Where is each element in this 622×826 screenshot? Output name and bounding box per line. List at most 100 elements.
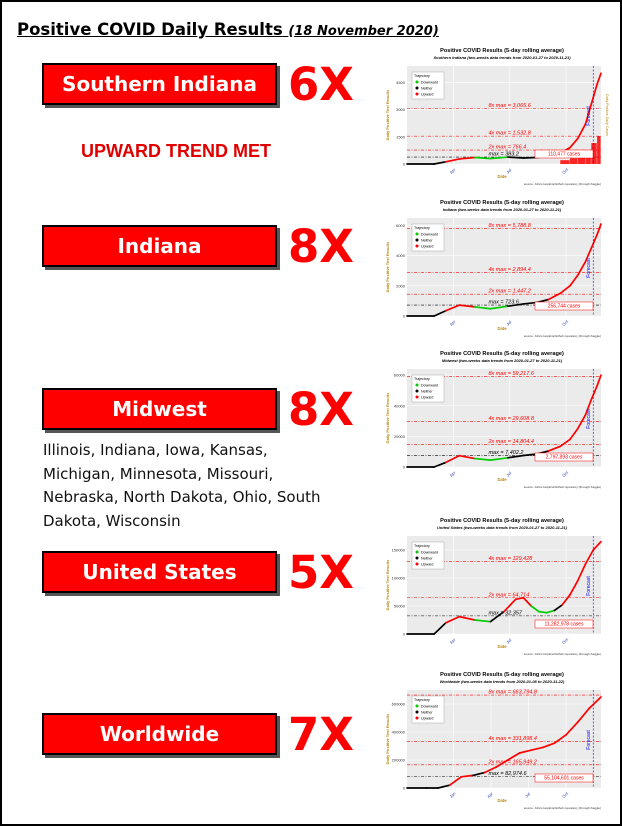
y-axis-label: Daily Positive Test Results <box>385 392 390 443</box>
legend-entry: Downward <box>421 551 438 555</box>
chart-svg: Positive COVID Results (5-day rolling av… <box>375 349 609 491</box>
multiplier-midwest: 8X <box>288 387 354 432</box>
y-tick-label: 0 <box>403 162 406 167</box>
source-note: source: Johns Hopkins/Github repository … <box>524 334 601 338</box>
chart-title: Positive COVID Results (5-day rolling av… <box>440 200 564 206</box>
reference-line-label: max = 32,357 <box>488 610 522 616</box>
chart-midwest: Positive COVID Results (5-day rolling av… <box>375 349 609 491</box>
y-tick-label: 40000 <box>394 403 406 408</box>
legend-marker <box>416 563 419 566</box>
y-axis-label: Daily Positive Test Results <box>385 241 390 292</box>
forecast-label: Forecast <box>586 730 592 750</box>
reference-line-label: 8x max = 59,217.6 <box>488 371 534 377</box>
reference-line-label: 4x max = 331,898.4 <box>488 736 536 742</box>
legend-marker <box>416 705 419 708</box>
y-tick-label: 60000 <box>394 373 406 378</box>
legend-entry: Downward <box>421 81 438 85</box>
legend-title: Trajectory <box>414 698 430 702</box>
chart-indiana: Positive COVID Results (5-day rolling av… <box>375 198 609 340</box>
reference-line-label: max = 7,402.2 <box>488 450 523 456</box>
legend-marker <box>416 233 419 236</box>
chart-worldwide: Positive COVID Results (5-day rolling av… <box>375 670 609 812</box>
legend-entry: Upward <box>421 396 433 400</box>
reference-line-label: 8x max = 5,788.8 <box>488 223 531 229</box>
x-axis-label: Date <box>497 477 507 482</box>
legend-marker <box>416 245 419 248</box>
y-axis-label: Daily Positive Test Results <box>385 713 390 764</box>
legend-entry: Neither <box>421 711 433 715</box>
legend-marker <box>416 390 419 393</box>
legend-marker <box>416 81 419 84</box>
legend-entry: Upward <box>421 563 433 567</box>
legend-title: Trajectory <box>414 226 430 230</box>
y-tick-label: 1500 <box>396 134 406 139</box>
legend-title: Trajectory <box>414 377 430 381</box>
x-axis-label: Date <box>497 326 507 331</box>
x-axis-label: Date <box>497 798 507 803</box>
legend-entry: Upward <box>421 717 433 721</box>
y-tick-label: 0 <box>403 465 406 470</box>
source-note: source: Johns Hopkins/Github repository … <box>524 485 601 489</box>
total-cases-label: 2,797,893 cases <box>546 455 583 461</box>
x-tick-label: Apr <box>449 470 457 478</box>
region-box-indiana: Indiana <box>42 225 277 267</box>
source-note: source: Johns Hopkins/Github repository … <box>524 652 601 656</box>
reference-line-label: 4x max = 29,608.8 <box>488 416 534 422</box>
chart-subtitle: Southern Indiana (two-weeks data trends … <box>433 55 571 60</box>
legend-marker <box>416 93 419 96</box>
legend-entry: Downward <box>421 705 438 709</box>
case-bar <box>570 158 577 164</box>
x-axis-label: Date <box>497 644 507 649</box>
title-text: Positive COVID Daily Results <box>17 20 283 39</box>
legend-marker <box>416 717 419 720</box>
y-tick-label: 20000 <box>394 434 406 439</box>
y-tick-label: 4500 <box>396 80 406 85</box>
y-tick-label: 0 <box>403 632 406 637</box>
chart-subtitle: Midwest (two-weeks data trends from 2020… <box>442 358 563 363</box>
title-date: (18 November 2020) <box>288 24 438 39</box>
y-tick-label: 100000 <box>392 576 406 581</box>
legend-entry: Downward <box>421 384 438 388</box>
reference-line-label: 4x max = 1,532.8 <box>488 131 531 137</box>
legend-entry: Neither <box>421 87 433 91</box>
y-tick-label: 150000 <box>392 548 406 553</box>
legend-entry: Neither <box>421 390 433 394</box>
x-tick-label: Oct <box>561 636 570 645</box>
midwest-states-list: Illinois, Indiana, Iowa, Kansas, Michiga… <box>43 439 323 533</box>
region-box-united-states: United States <box>42 551 277 593</box>
x-tick-label: Oct <box>561 790 570 799</box>
region-box-southern-indiana: Southern Indiana <box>42 63 277 105</box>
x-tick-label: Jul <box>524 791 531 798</box>
multiplier-indiana: 8X <box>288 224 354 269</box>
reference-line-label: 8x max = 663,794.8 <box>488 690 537 696</box>
legend-entry: Downward <box>421 233 438 237</box>
chart-svg: Positive COVID Results (5-day rolling av… <box>375 516 609 658</box>
chart-title: Positive COVID Results (5-day rolling av… <box>440 351 564 357</box>
legend-entry: Upward <box>421 93 433 97</box>
x-tick-label: Apr <box>449 637 457 645</box>
multiplier-southern-indiana: 6X <box>288 62 354 107</box>
y-tick-label: 6000 <box>396 223 406 228</box>
legend-entry: Upward <box>421 245 433 249</box>
y-tick-label: 400000 <box>392 730 406 735</box>
forecast-label: Forecast <box>586 258 592 278</box>
y-axis-label: Daily Positive Test Results <box>385 89 390 140</box>
y-tick-label: 200000 <box>392 758 406 763</box>
chart-subtitle: United States (two-weeks data trends fro… <box>437 525 568 530</box>
chart-svg: Positive COVID Results (5-day rolling av… <box>375 46 609 188</box>
reference-line-label: 4x max = 2,894.4 <box>488 267 530 273</box>
reference-line-label: 2x max = 1,447.2 <box>487 289 530 295</box>
source-note: source: Johns Hopkins/Github repository … <box>524 182 601 186</box>
x-tick-label: Oct <box>561 166 570 175</box>
total-cases-label: 110,477 cases <box>548 152 581 158</box>
series-segment <box>475 157 491 158</box>
legend-marker <box>416 87 419 90</box>
chart-svg: Positive COVID Results (5-day rolling av… <box>375 198 609 340</box>
chart-title: Positive COVID Results (5-day rolling av… <box>440 672 564 678</box>
forecast-label: Forecast <box>586 576 592 596</box>
chart-united-states: Positive COVID Results (5-day rolling av… <box>375 516 609 658</box>
series-segment <box>539 612 547 613</box>
legend-marker <box>416 239 419 242</box>
x-tick-label: Apr <box>486 791 494 799</box>
legend-title: Trajectory <box>414 544 430 548</box>
